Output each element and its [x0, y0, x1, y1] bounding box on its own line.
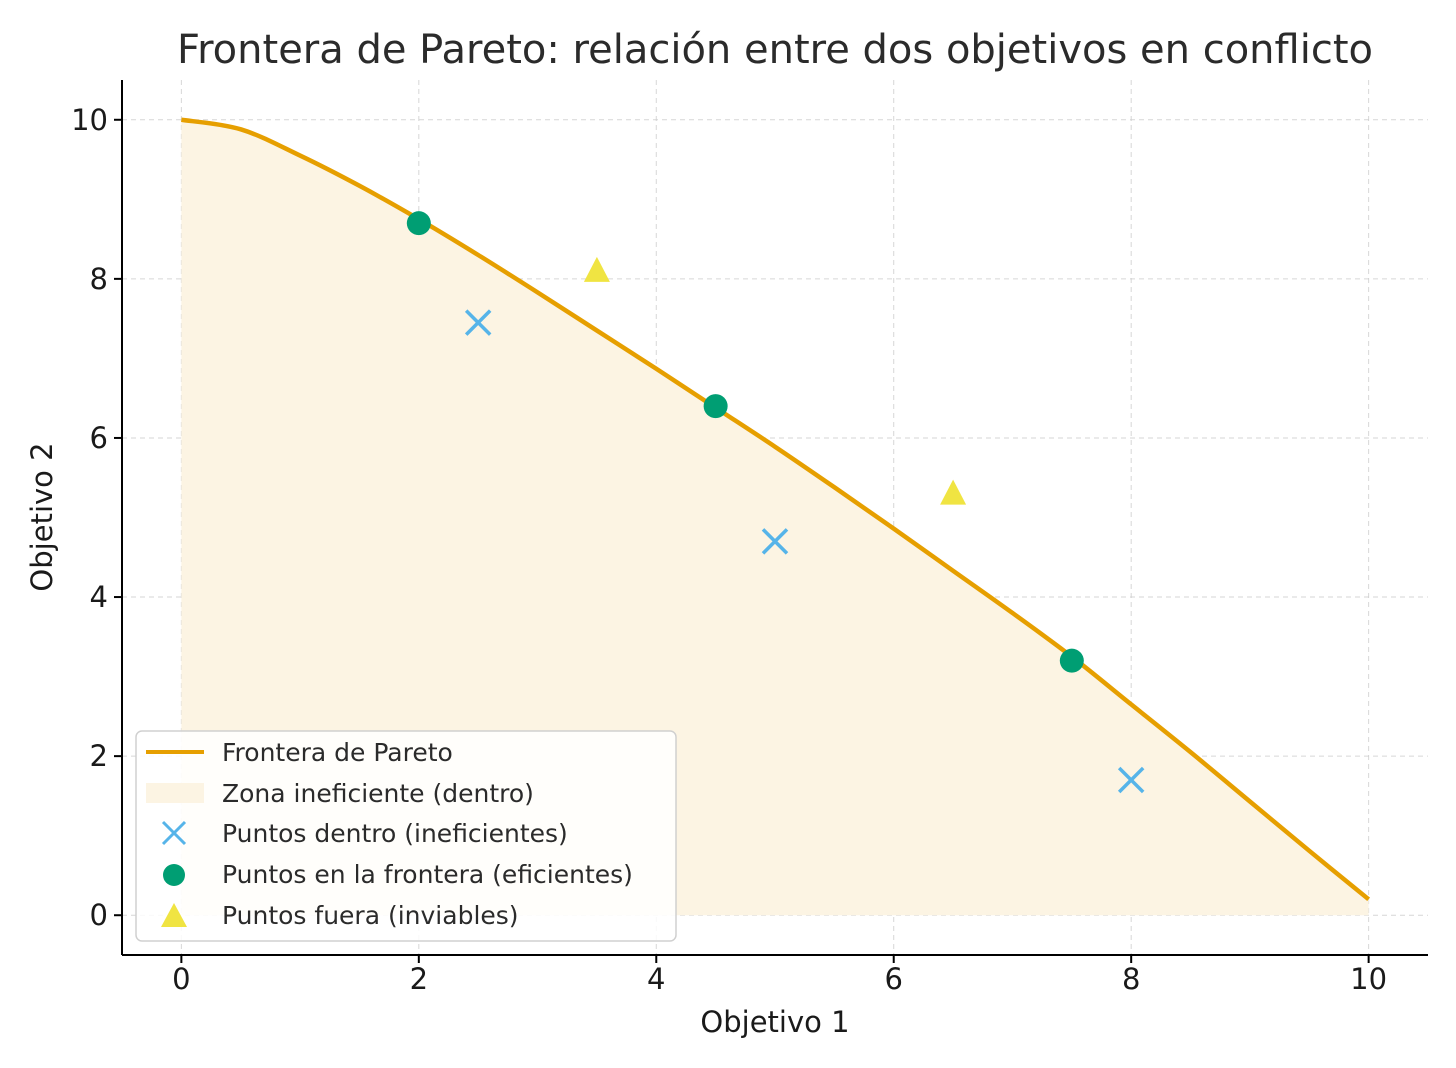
- legend: Frontera de Pareto Zona ineficiente (den…: [135, 730, 677, 942]
- legend-label-inside: Puntos dentro (ineficientes): [222, 819, 568, 848]
- legend-box: [135, 730, 677, 942]
- point-frontier-1: [703, 394, 728, 419]
- legend-swatch-inside: [161, 820, 187, 846]
- point-frontier-2: [1059, 648, 1084, 673]
- y-tick-label-1: 2: [90, 739, 108, 773]
- y-tick-label-0: 0: [90, 898, 108, 932]
- pareto-frontier-line: [181, 117, 1371, 902]
- point-inside-1: [761, 528, 789, 555]
- legend-label-outside: Puntos fuera (inviables): [222, 901, 519, 930]
- chart-title: Frontera de Pareto: relación entre dos o…: [177, 27, 1373, 73]
- x-tick-label-4: 8: [1122, 962, 1140, 996]
- points-layer: [406, 211, 1145, 794]
- inefficient-zone: [181, 119, 1369, 916]
- x-tick-label-0: 0: [172, 962, 190, 996]
- x-tick-label-1: 2: [410, 962, 428, 996]
- y-tick-label-3: 6: [90, 421, 108, 455]
- point-outside-0: [583, 256, 610, 282]
- y-axis-label: Objetivo 2: [25, 442, 59, 591]
- x-axis-label: Objetivo 1: [700, 1005, 849, 1039]
- point-inside-0: [464, 309, 492, 336]
- inefficient-zone-layer: [181, 119, 1369, 916]
- point-outside-1: [940, 479, 967, 505]
- legend-swatch-outside: [161, 903, 187, 927]
- legend-swatch-frontier-points: [163, 864, 185, 886]
- y-tick-label-5: 10: [71, 103, 108, 137]
- y-ticks: 0 2 4 6 8 10: [71, 103, 122, 932]
- frontier-line-layer: [181, 117, 1371, 902]
- y-tick-label-2: 4: [90, 580, 108, 614]
- point-inside-2: [1117, 766, 1145, 794]
- legend-label-frontier: Frontera de Pareto: [222, 738, 453, 767]
- x-tick-label-2: 4: [647, 962, 665, 996]
- point-frontier-0: [406, 211, 431, 236]
- x-tick-label-5: 10: [1350, 962, 1387, 996]
- legend-swatch-zone: [146, 783, 204, 803]
- x-ticks: 0 2 4 6 8 10: [172, 955, 1387, 996]
- x-tick-label-3: 6: [885, 962, 903, 996]
- legend-label-zone: Zona ineficiente (dentro): [222, 779, 534, 808]
- y-tick-label-4: 8: [90, 262, 108, 296]
- legend-label-frontier-points: Puntos en la frontera (eficientes): [222, 860, 633, 889]
